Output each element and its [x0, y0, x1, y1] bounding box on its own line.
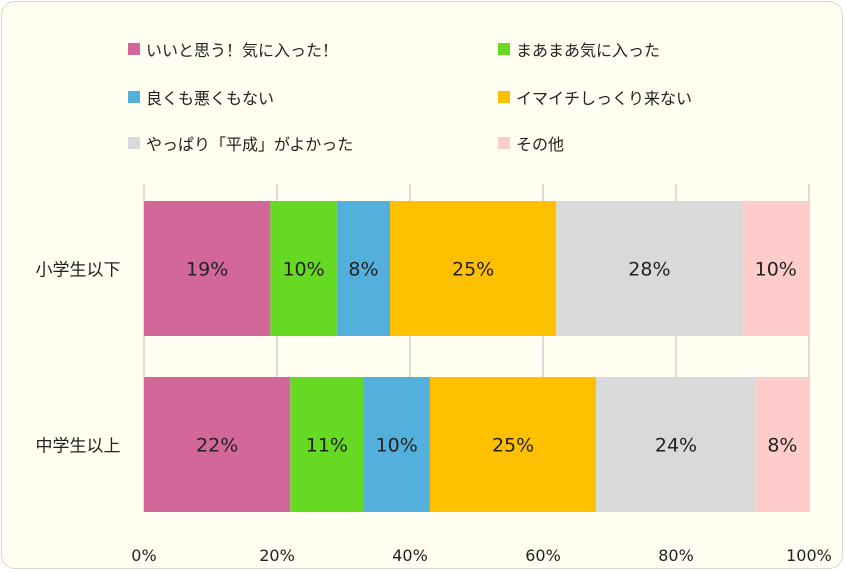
data-label: 22%: [196, 435, 238, 457]
legend-swatch: [498, 91, 510, 103]
data-label: 10%: [376, 435, 418, 457]
data-label: 10%: [755, 259, 797, 281]
legend-label: 良くも悪くもない: [146, 89, 275, 108]
data-label: 8%: [767, 435, 797, 457]
x-tick-label: 60%: [525, 546, 561, 565]
legend-label: イマイチしっくり来ない: [516, 89, 693, 108]
data-label: 10%: [282, 259, 324, 281]
data-label: 19%: [186, 259, 228, 281]
legend-item: 良くも悪くもない: [128, 85, 274, 109]
legend-swatch: [498, 43, 510, 55]
bar-segment: [270, 201, 337, 336]
bar-segment: [144, 377, 291, 512]
x-tick-label: 100%: [786, 546, 832, 565]
legend-item: やっぱり「平成」がよかった: [128, 131, 353, 155]
x-tick-label: 0%: [131, 546, 156, 565]
data-label: 25%: [492, 435, 534, 457]
data-label: 24%: [655, 435, 697, 457]
data-label: 11%: [306, 435, 348, 457]
legend-swatch: [128, 137, 140, 149]
x-tick-label: 80%: [658, 546, 694, 565]
data-label: 25%: [452, 259, 494, 281]
bar-segment: [290, 377, 364, 512]
bar-segment: [336, 201, 391, 336]
bar-segment: [596, 377, 756, 512]
bar-segment: [144, 201, 271, 336]
legend-label: やっぱり「平成」がよかった: [146, 135, 354, 154]
legend-item: イマイチしっくり来ない: [498, 85, 692, 109]
legend-item: その他: [498, 131, 564, 155]
bar-segment: [429, 377, 597, 512]
legend-item: いいと思う！気に入った！: [128, 37, 338, 61]
x-tick-label: 40%: [392, 546, 428, 565]
data-label: 8%: [348, 259, 378, 281]
bar-segment: [742, 201, 809, 336]
category-label: 小学生以下: [36, 261, 121, 281]
legend-swatch: [498, 137, 510, 149]
data-label: 28%: [628, 259, 670, 281]
category-label: 中学生以上: [36, 437, 121, 457]
legend-label: いいと思う！気に入った！: [146, 41, 339, 60]
legend: いいと思う！気に入った！ まあまあ気に入った良くも悪くもない イマイチしっくり来ない…: [2, 2, 842, 172]
legend-swatch: [128, 43, 140, 55]
legend-label: まあまあ気に入った: [516, 41, 661, 60]
legend-label: その他: [516, 135, 565, 154]
bar-segment: [390, 201, 557, 336]
bar-segment: [363, 377, 430, 512]
bar-segment: [755, 377, 809, 512]
x-tick-label: 20%: [259, 546, 295, 565]
bar-segment: [556, 201, 743, 336]
legend-swatch: [128, 91, 140, 103]
legend-item: まあまあ気に入った: [498, 37, 660, 61]
